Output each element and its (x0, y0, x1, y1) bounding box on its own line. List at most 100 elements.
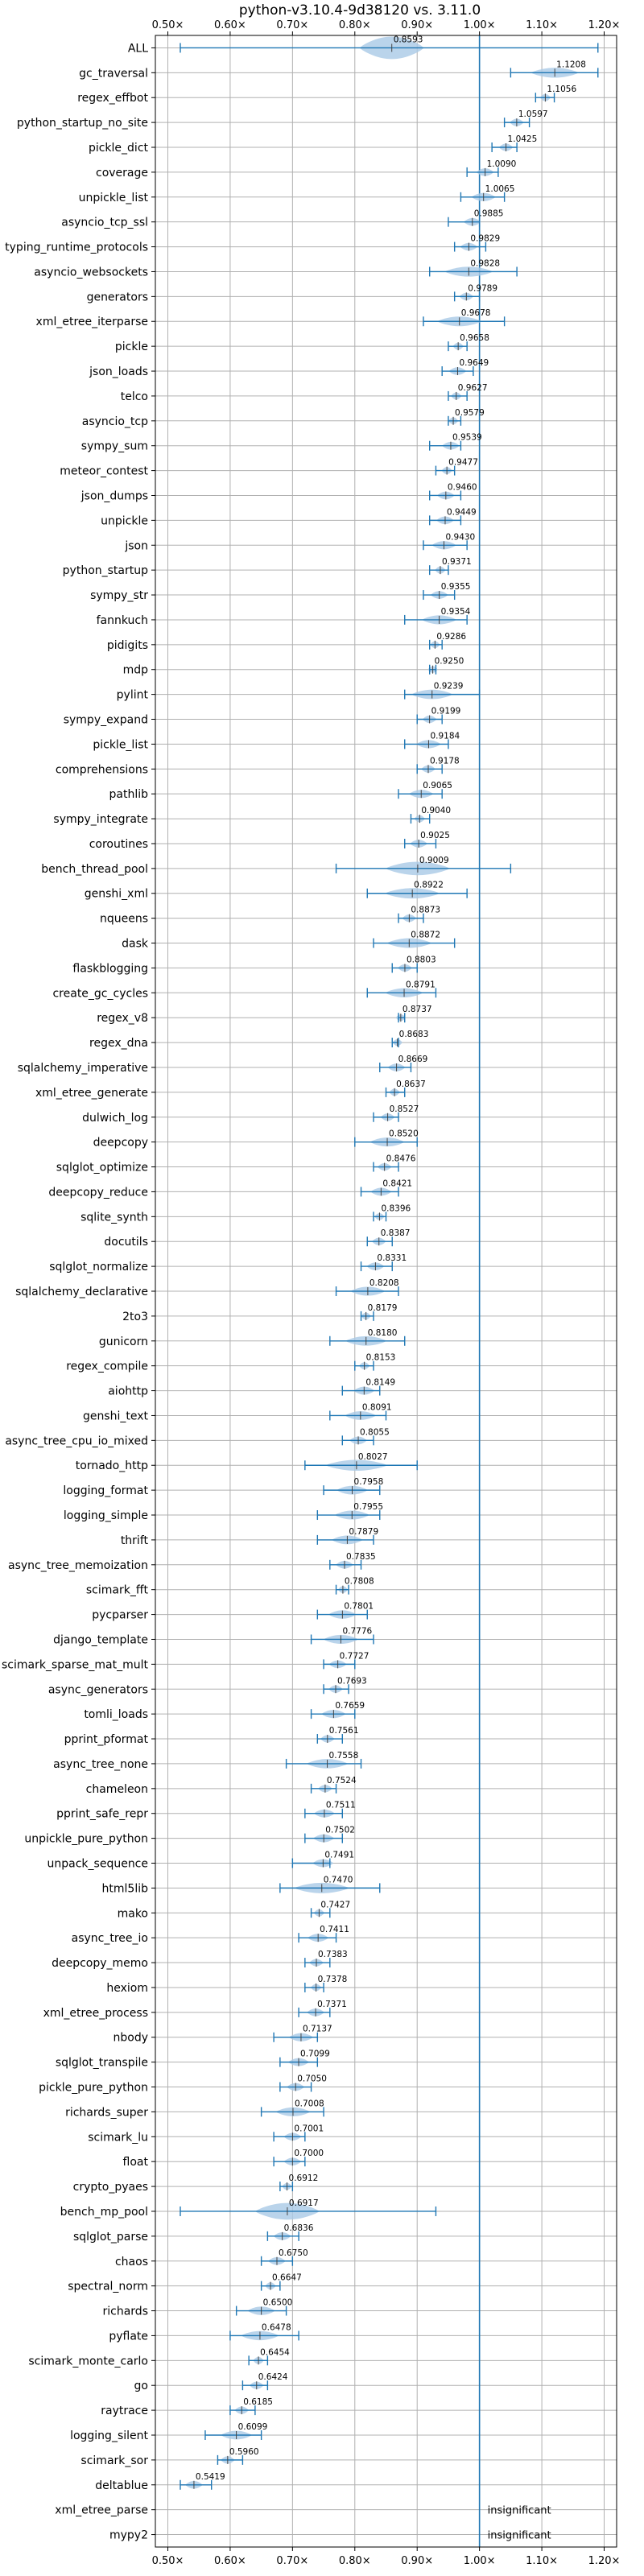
benchmark-label: float (123, 2156, 149, 2169)
value-label: 0.8803 (407, 955, 436, 964)
benchmark-label: genshi_text (83, 1410, 149, 1422)
benchmark-label: sympy_str (90, 589, 148, 602)
value-label: 0.9460 (448, 482, 477, 492)
benchmark-label: sqlalchemy_declarative (15, 1286, 148, 1298)
benchmark-label: dulwich_log (82, 1112, 148, 1125)
benchmark-label: json (124, 539, 148, 552)
benchmark-label: gunicorn (99, 1335, 148, 1348)
value-label: 0.9286 (436, 632, 466, 642)
benchmark-label: coverage (96, 167, 148, 180)
benchmark-label: regex_v8 (97, 1012, 148, 1025)
benchmark-label: nbody (114, 2032, 149, 2045)
benchmark-label: hexiom (106, 1982, 148, 1995)
benchmark-label: unpickle (101, 514, 148, 527)
benchmark-label: sqlglot_transpile (56, 2057, 148, 2070)
value-label: 0.7491 (324, 1850, 354, 1860)
value-label: 0.8683 (399, 1030, 429, 1039)
benchmark-label: bench_thread_pool (41, 863, 148, 876)
value-label: 0.5960 (229, 2447, 259, 2457)
value-label: 0.7137 (303, 2025, 332, 2034)
value-label: 0.6424 (258, 2372, 288, 2382)
x-tick-label-top: 1.00× (464, 19, 496, 31)
value-label: 0.7776 (342, 1626, 372, 1636)
value-label: 0.8208 (369, 1278, 399, 1288)
x-tick-label-top: 0.90× (401, 19, 433, 31)
benchmark-label: 2to3 (122, 1311, 148, 1323)
benchmark-label: go (134, 2380, 148, 2392)
value-label: 0.8055 (360, 1427, 390, 1437)
value-label: 0.9430 (446, 532, 476, 542)
x-tick-label-bottom: 0.70× (276, 2555, 308, 2567)
value-label: 0.8520 (389, 1129, 419, 1139)
value-label: 0.9649 (459, 358, 489, 368)
value-label: 0.7008 (295, 2099, 324, 2108)
benchmark-label: typing_runtime_protocols (5, 242, 148, 254)
x-tick-label-bottom: 0.90× (401, 2555, 433, 2567)
value-label: 0.6500 (263, 2298, 293, 2308)
value-label: 0.9678 (461, 308, 491, 318)
value-label: 0.8737 (402, 1005, 432, 1014)
value-label: 0.7411 (320, 1925, 349, 1934)
value-label: 0.8091 (362, 1402, 392, 1412)
value-label: 0.9579 (455, 408, 485, 418)
insignificant-label: insignificant (488, 2505, 551, 2517)
benchmark-label: pylint (117, 689, 149, 702)
benchmark-label: deltablue (95, 2479, 148, 2492)
value-label: 0.9009 (419, 856, 449, 865)
benchmark-label: pprint_pformat (64, 1733, 149, 1746)
x-tick-label-bottom: 1.20× (588, 2555, 621, 2567)
value-label: 0.8387 (381, 1228, 411, 1238)
benchmark-label: pathlib (109, 788, 149, 801)
value-label: 0.8421 (382, 1179, 412, 1188)
value-label: 0.8476 (386, 1154, 416, 1164)
benchmark-label: xml_etree_generate (35, 1087, 148, 1100)
benchmark-label: sqlglot_parse (73, 2231, 148, 2244)
value-label: 0.9789 (468, 283, 497, 293)
value-label: 0.8872 (411, 931, 440, 940)
benchmark-label: asyncio_tcp_ssl (61, 217, 148, 229)
value-label: 0.8331 (377, 1253, 407, 1263)
x-tick-label-bottom: 1.10× (526, 2555, 558, 2567)
benchmark-label: generators (87, 291, 148, 303)
benchmark-label: ALL (128, 42, 148, 55)
benchmark-label: logging_simple (64, 1509, 148, 1522)
benchmark-label: async_tree_cpu_io_mixed (5, 1435, 148, 1447)
value-label: 0.7524 (327, 1776, 357, 1785)
benchmark-label: docutils (104, 1236, 148, 1249)
value-label: 0.7958 (354, 1477, 384, 1487)
value-label: 0.6478 (262, 2322, 291, 2332)
benchmark-label: sympy_sum (81, 440, 148, 453)
value-label: 0.9199 (431, 707, 461, 716)
value-label: 1.0065 (485, 184, 515, 194)
benchmark-label: fannkuch (97, 614, 148, 627)
value-label: 0.8527 (390, 1104, 419, 1114)
value-label: 0.8922 (414, 881, 444, 890)
value-label: 0.8669 (398, 1055, 428, 1064)
benchmark-label: spectral_norm (68, 2281, 148, 2293)
benchmark-label: xml_etree_iterparse (36, 316, 148, 328)
grid-layer: 0.50× 0.50× 0.60× 0.60× 0.70× 0.70× 0.80× 0.80×… (151, 19, 620, 2567)
benchmark-label: crypto_pyaes (73, 2181, 148, 2194)
value-label: 0.6912 (289, 2174, 319, 2183)
value-label: 0.9627 (458, 383, 488, 393)
value-label: 0.9239 (434, 682, 464, 691)
value-label: 0.9178 (430, 756, 460, 766)
benchmark-label: asyncio_websockets (34, 266, 148, 279)
value-label: 0.7558 (329, 1751, 359, 1761)
value-label: 0.9184 (430, 731, 460, 741)
benchmark-label: sqlglot_normalize (49, 1261, 148, 1274)
benchmark-label: async_tree_none (53, 1758, 148, 1771)
x-tick-label-top: 0.70× (276, 19, 308, 31)
benchmark-label: async_generators (48, 1683, 148, 1696)
benchmark-label: scimark_monte_carlo (28, 2355, 148, 2368)
value-label: 0.7727 (340, 1651, 369, 1661)
value-label: 0.7000 (294, 2149, 324, 2158)
benchmark-label: async_tree_memoization (8, 1559, 148, 1572)
value-label: 1.0425 (508, 134, 538, 144)
value-label: 0.7561 (329, 1726, 359, 1736)
value-label: 0.9250 (435, 657, 464, 667)
x-tick-label-top: 1.10× (526, 19, 558, 31)
value-label: 0.7835 (346, 1552, 376, 1562)
benchmark-label: comprehensions (56, 763, 148, 776)
